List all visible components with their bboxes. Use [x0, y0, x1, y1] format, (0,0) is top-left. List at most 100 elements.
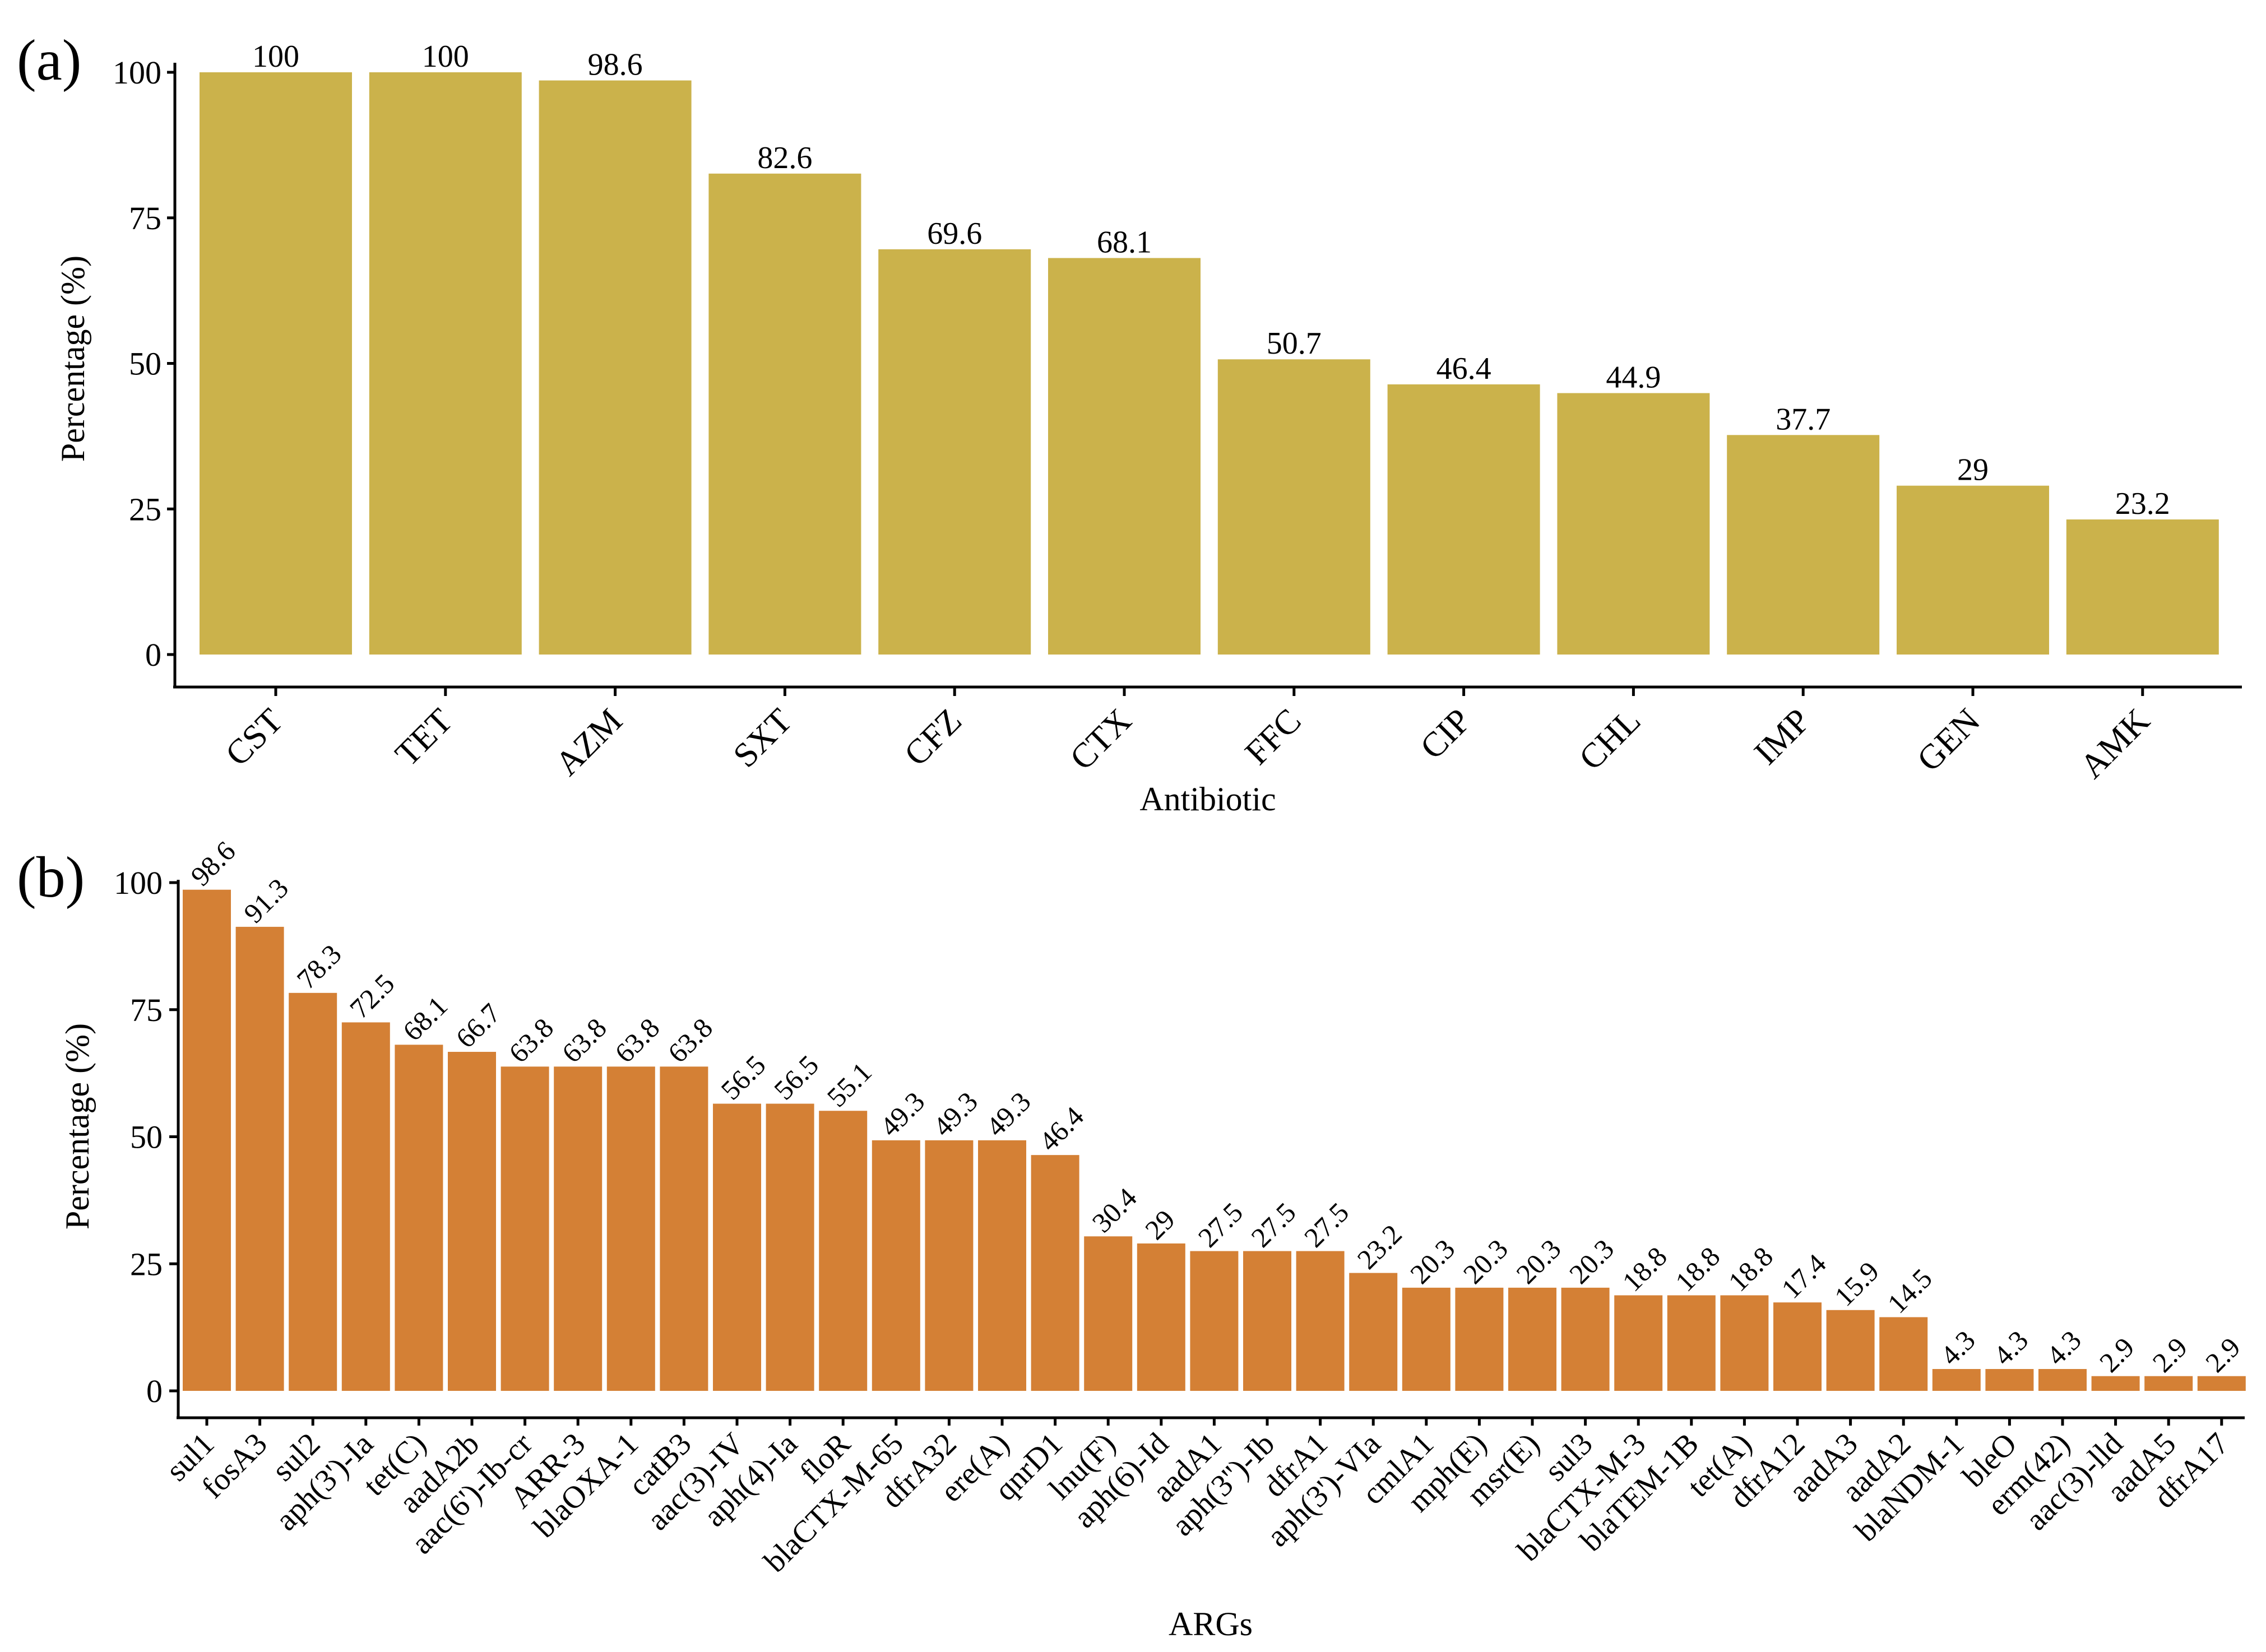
panel-b-data-label: 49.3	[980, 1085, 1036, 1142]
panel-b-bar-msr-e	[1508, 1287, 1556, 1391]
panel-b-bar-erm-42	[2038, 1368, 2087, 1391]
panel-b-bar-aac-3-iv	[713, 1103, 761, 1391]
panel-a-x-ticks: CST TET AZM SXT CFZ CTX FFC CIP CHL IMP GEN AMK	[218, 687, 2157, 786]
panel-b-bar-aph-4-ia	[766, 1103, 814, 1391]
panel-b-data-label: 49.3	[874, 1085, 930, 1142]
panel-b-data-label: 68.1	[397, 990, 453, 1047]
panel-a-bar-chl	[1557, 393, 1710, 655]
panel-a-y-tick-label: 0	[145, 637, 161, 673]
panel-b-data-label: 46.4	[1033, 1100, 1090, 1157]
panel-b-bar-aada5	[2144, 1376, 2193, 1391]
panel-a-data-label: 82.6	[757, 141, 812, 175]
panel-b-data-label: 91.3	[238, 872, 294, 929]
panel-a-y-tick-label: 50	[129, 346, 161, 382]
panel-b-data-label: 78.3	[290, 938, 347, 995]
panel-b-y-tick-label: 0	[146, 1373, 163, 1409]
panel-a-bar-ctx	[1048, 258, 1201, 655]
panel-b-data-label: 20.3	[1457, 1233, 1514, 1289]
panel-a: (a) 100 100 98.6 82.6 69.6 68.1 50.7 46.4 44.9 37…	[17, 28, 2242, 818]
panel-b-x-ticks: sul1fosA3sul2aph(3')-Iatet(C)aadA2baac(6…	[159, 1418, 2236, 1579]
panel-b-data-label: 2.9	[2146, 1331, 2193, 1379]
panel-a-bar-cst	[200, 72, 352, 655]
panel-a-bar-azm	[539, 80, 692, 655]
panel-b-bar-tet-c	[395, 1045, 443, 1391]
panel-b-data-label: 4.3	[2040, 1324, 2087, 1371]
panel-b-bar-aac-3-lld	[2091, 1376, 2140, 1391]
panel-b-y-tick-label: 50	[130, 1119, 163, 1156]
panel-b-data-label: 20.3	[1510, 1233, 1567, 1289]
panel-b-bar-blatem-1b	[1667, 1295, 1716, 1391]
panel-b-bar-aph-3-ib	[1243, 1251, 1291, 1391]
panel-b-bar-dfra12	[1773, 1302, 1822, 1391]
panel-b-label: (b)	[17, 845, 85, 909]
panel-b-bar-aph-3-ia	[341, 1022, 390, 1391]
panel-b-data-label: 4.3	[1987, 1324, 2035, 1371]
panel-b-data-label: 63.8	[609, 1012, 665, 1069]
panel-a-x-axis-title: Antibiotic	[1139, 781, 1276, 818]
panel-b-bar-aada3	[1826, 1310, 1875, 1391]
panel-b-data-label: 15.9	[1828, 1255, 1885, 1312]
panel-b-data-label: 55.1	[821, 1056, 877, 1113]
panel-b-data-label: 18.8	[1669, 1241, 1726, 1297]
panel-b-data-label: 72.5	[344, 968, 400, 1024]
panel-a-x-tick-label: CIP	[1413, 702, 1478, 767]
panel-a-bar-tet	[369, 72, 522, 655]
panel-a-x-tick-label: SXT	[726, 702, 799, 775]
panel-b-bar-sul3	[1561, 1287, 1610, 1391]
panel-a-y-tick-label: 75	[129, 200, 161, 236]
panel-a-y-axis-title: Percentage (%)	[54, 256, 91, 462]
panel-a-bar-imp	[1727, 435, 1880, 655]
panel-b-data-label: 63.8	[555, 1012, 612, 1069]
panel-b-bar-aph-3-via	[1349, 1273, 1398, 1391]
panel-a-data-label: 46.4	[1436, 351, 1491, 386]
panel-b-bar-tet-a	[1720, 1295, 1769, 1391]
panel-b-bar-dfra1	[1296, 1251, 1345, 1391]
panel-a-bar-sxt	[708, 173, 861, 655]
panel-b-data-label: 20.3	[1404, 1233, 1461, 1289]
panel-b-bar-blactx-m-65	[872, 1140, 920, 1391]
panel-a-data-label: 50.7	[1267, 326, 1322, 361]
panel-b-bar-sul1	[183, 889, 231, 1391]
panel-b-data-label: 17.4	[1775, 1247, 1832, 1304]
panel-b-bar-fosa3	[235, 926, 284, 1391]
panel-b-data-label: 27.5	[1192, 1196, 1249, 1253]
panel-a-bar-amk	[2066, 519, 2219, 655]
panel-b-data-label: 18.8	[1722, 1241, 1779, 1297]
panel-b-x-axis-title: ARGs	[1169, 1605, 1253, 1642]
panel-a-data-label: 100	[422, 39, 469, 74]
panel-b-bar-aph-6-id	[1137, 1243, 1185, 1391]
panel-b-bar-aac-6-ib-cr	[501, 1066, 549, 1391]
panel-b-bar-ere-a	[978, 1140, 1026, 1391]
panel-b-data-label: 63.8	[503, 1012, 559, 1069]
panel-a-x-tick-label: CHL	[1572, 702, 1648, 778]
panel-b-data-label: 27.5	[1298, 1196, 1355, 1253]
panel-b: (b) 98.691.378.372.568.166.763.863.863.8…	[17, 835, 2246, 1642]
panel-a-x-tick-label: IMP	[1747, 702, 1818, 772]
panel-a-data-label: 69.6	[927, 216, 982, 251]
panel-a-x-tick-label: CFZ	[897, 702, 969, 773]
panel-b-bar-blactx-m-3	[1614, 1295, 1663, 1391]
panel-a-bar-gen	[1897, 485, 2049, 655]
panel-b-bar-blaoxa-1	[606, 1066, 655, 1391]
panel-b-y-tick-label: 25	[130, 1246, 163, 1282]
panel-b-data-label: 30.4	[1086, 1182, 1142, 1238]
panel-b-bar-aada2b	[448, 1052, 496, 1391]
panel-a-bars	[200, 72, 2219, 655]
panel-b-data-label: 23.2	[1351, 1218, 1407, 1275]
panel-b-data-label: 2.9	[2199, 1331, 2246, 1379]
panel-a-y-tick-label: 25	[129, 491, 161, 527]
panel-b-bar-aada1	[1190, 1251, 1239, 1391]
panel-b-bar-mph-e	[1455, 1287, 1504, 1391]
panel-a-data-label: 68.1	[1097, 225, 1152, 259]
panel-a-x-tick-label: AMK	[2073, 702, 2157, 786]
panel-a-x-tick-label: TET	[388, 702, 460, 773]
panel-a-data-label: 37.7	[1776, 402, 1831, 437]
panel-b-bar-bleo	[1985, 1368, 2034, 1391]
panel-b-bar-qnrd1	[1031, 1155, 1079, 1391]
panel-b-data-label: 49.3	[927, 1085, 984, 1142]
panel-a-x-tick-label: FFC	[1238, 702, 1309, 772]
panel-a-data-label: 29	[1957, 453, 1989, 488]
panel-a-bar-cfz	[878, 249, 1031, 655]
panel-b-data-label: 20.3	[1563, 1233, 1620, 1289]
panel-b-bar-catb3	[660, 1066, 708, 1391]
